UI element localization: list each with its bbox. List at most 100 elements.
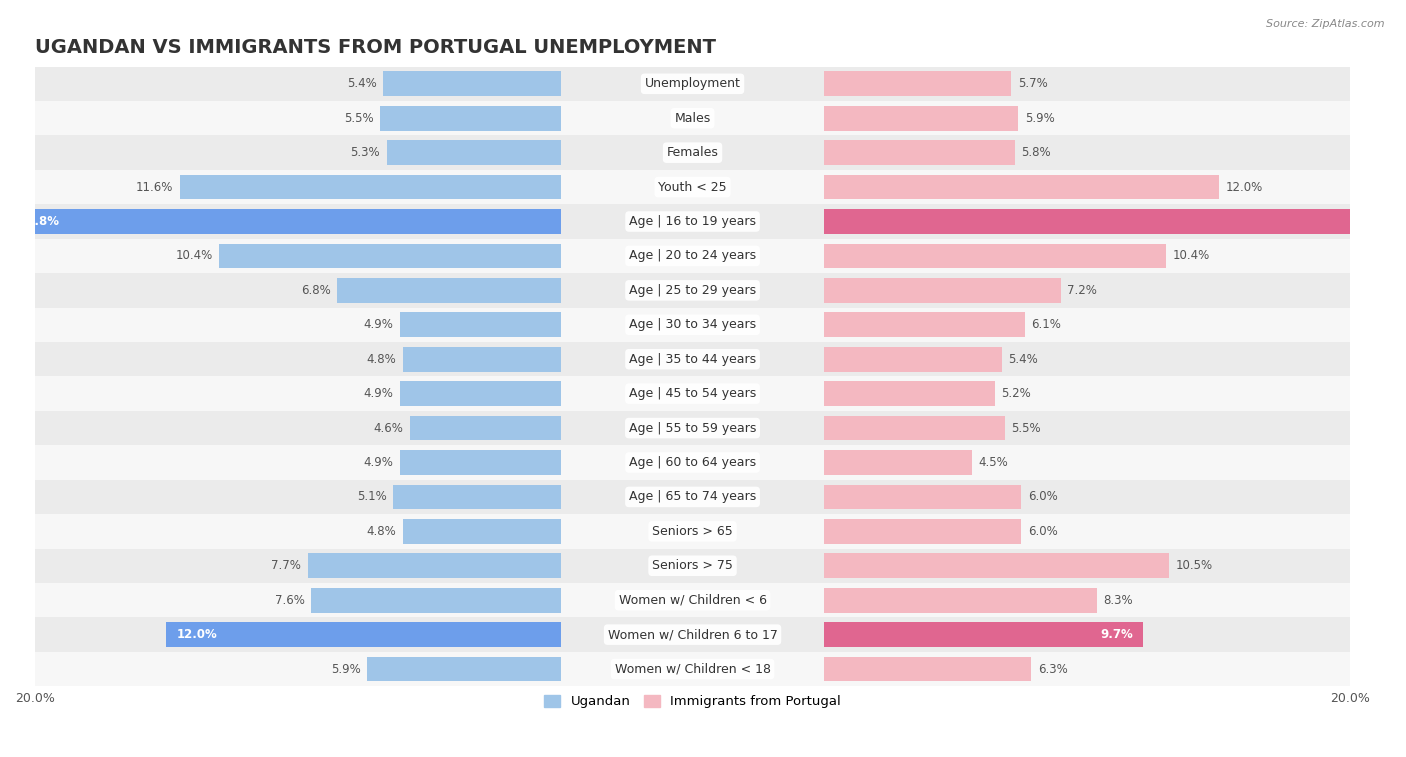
Bar	[337, 278, 561, 303]
Bar	[35, 170, 1350, 204]
Bar	[824, 519, 1021, 544]
Legend: Ugandan, Immigrants from Portugal: Ugandan, Immigrants from Portugal	[538, 690, 846, 714]
Bar	[824, 278, 1060, 303]
Text: 5.7%: 5.7%	[1018, 77, 1047, 90]
Bar	[394, 484, 561, 509]
Text: 5.2%: 5.2%	[1001, 387, 1032, 400]
Text: 4.8%: 4.8%	[367, 353, 396, 366]
Text: 5.9%: 5.9%	[330, 662, 360, 675]
Bar	[824, 484, 1021, 509]
Text: 10.5%: 10.5%	[1175, 559, 1213, 572]
Bar	[35, 549, 1350, 583]
Bar	[35, 101, 1350, 136]
Text: 6.0%: 6.0%	[1028, 525, 1057, 537]
Text: 11.6%: 11.6%	[135, 181, 173, 194]
Bar	[824, 587, 1097, 612]
Bar	[35, 652, 1350, 687]
Text: 16.8%: 16.8%	[18, 215, 59, 228]
Text: 4.9%: 4.9%	[364, 318, 394, 332]
Text: Age | 20 to 24 years: Age | 20 to 24 years	[628, 250, 756, 263]
Text: 5.5%: 5.5%	[344, 112, 374, 125]
Bar	[35, 618, 1350, 652]
Bar	[399, 450, 561, 475]
Bar	[35, 480, 1350, 514]
Text: Age | 45 to 54 years: Age | 45 to 54 years	[628, 387, 756, 400]
Bar	[409, 416, 561, 441]
Bar	[35, 376, 1350, 411]
Text: 5.5%: 5.5%	[1011, 422, 1040, 435]
Text: 6.8%: 6.8%	[301, 284, 330, 297]
Bar	[387, 140, 561, 165]
Bar	[824, 209, 1406, 234]
Bar	[824, 450, 972, 475]
Text: Unemployment: Unemployment	[644, 77, 741, 90]
Bar	[367, 656, 561, 681]
Bar	[35, 307, 1350, 342]
Text: 6.0%: 6.0%	[1028, 491, 1057, 503]
Text: Age | 30 to 34 years: Age | 30 to 34 years	[628, 318, 756, 332]
Text: 5.3%: 5.3%	[350, 146, 380, 159]
Bar	[35, 238, 1350, 273]
Text: 5.9%: 5.9%	[1025, 112, 1054, 125]
Bar	[308, 553, 561, 578]
Bar	[35, 583, 1350, 618]
Text: 7.2%: 7.2%	[1067, 284, 1097, 297]
Text: 12.0%: 12.0%	[1225, 181, 1263, 194]
Text: 4.8%: 4.8%	[367, 525, 396, 537]
Text: 4.5%: 4.5%	[979, 456, 1008, 469]
Text: Seniors > 65: Seniors > 65	[652, 525, 733, 537]
Text: Women w/ Children 6 to 17: Women w/ Children 6 to 17	[607, 628, 778, 641]
Bar	[824, 175, 1219, 200]
Bar	[35, 204, 1350, 238]
Bar	[824, 622, 1143, 647]
Text: Age | 25 to 29 years: Age | 25 to 29 years	[628, 284, 756, 297]
Text: 5.4%: 5.4%	[1008, 353, 1038, 366]
Text: 4.9%: 4.9%	[364, 456, 394, 469]
Bar	[8, 209, 561, 234]
Bar	[824, 106, 1018, 131]
Bar	[380, 106, 561, 131]
Bar	[824, 313, 1025, 337]
Bar	[35, 67, 1350, 101]
Text: 5.8%: 5.8%	[1021, 146, 1050, 159]
Text: Women w/ Children < 18: Women w/ Children < 18	[614, 662, 770, 675]
Text: Males: Males	[675, 112, 710, 125]
Bar	[824, 244, 1166, 268]
Text: Seniors > 75: Seniors > 75	[652, 559, 733, 572]
Bar	[824, 382, 995, 406]
Bar	[35, 136, 1350, 170]
Text: 17.8%: 17.8%	[1358, 215, 1399, 228]
Bar	[180, 175, 561, 200]
Bar	[404, 347, 561, 372]
Bar	[824, 656, 1031, 681]
Bar	[219, 244, 561, 268]
Bar	[35, 342, 1350, 376]
Text: 8.3%: 8.3%	[1104, 593, 1133, 606]
Bar	[35, 445, 1350, 480]
Text: Age | 16 to 19 years: Age | 16 to 19 years	[628, 215, 756, 228]
Text: Youth < 25: Youth < 25	[658, 181, 727, 194]
Text: Source: ZipAtlas.com: Source: ZipAtlas.com	[1267, 19, 1385, 29]
Text: Females: Females	[666, 146, 718, 159]
Text: 10.4%: 10.4%	[1173, 250, 1209, 263]
Bar	[384, 71, 561, 96]
Bar	[35, 411, 1350, 445]
Text: 9.7%: 9.7%	[1101, 628, 1133, 641]
Bar	[399, 382, 561, 406]
Bar	[824, 140, 1015, 165]
Text: 7.7%: 7.7%	[271, 559, 301, 572]
Text: 7.6%: 7.6%	[274, 593, 305, 606]
Text: UGANDAN VS IMMIGRANTS FROM PORTUGAL UNEMPLOYMENT: UGANDAN VS IMMIGRANTS FROM PORTUGAL UNEM…	[35, 38, 716, 57]
Text: 12.0%: 12.0%	[176, 628, 217, 641]
Text: 5.4%: 5.4%	[347, 77, 377, 90]
Text: 6.1%: 6.1%	[1031, 318, 1062, 332]
Bar	[824, 347, 1001, 372]
Text: 5.1%: 5.1%	[357, 491, 387, 503]
Text: 4.9%: 4.9%	[364, 387, 394, 400]
Text: 4.6%: 4.6%	[374, 422, 404, 435]
Bar	[824, 553, 1170, 578]
Bar	[35, 273, 1350, 307]
Text: Age | 35 to 44 years: Age | 35 to 44 years	[628, 353, 756, 366]
Text: 6.3%: 6.3%	[1038, 662, 1067, 675]
Bar	[399, 313, 561, 337]
